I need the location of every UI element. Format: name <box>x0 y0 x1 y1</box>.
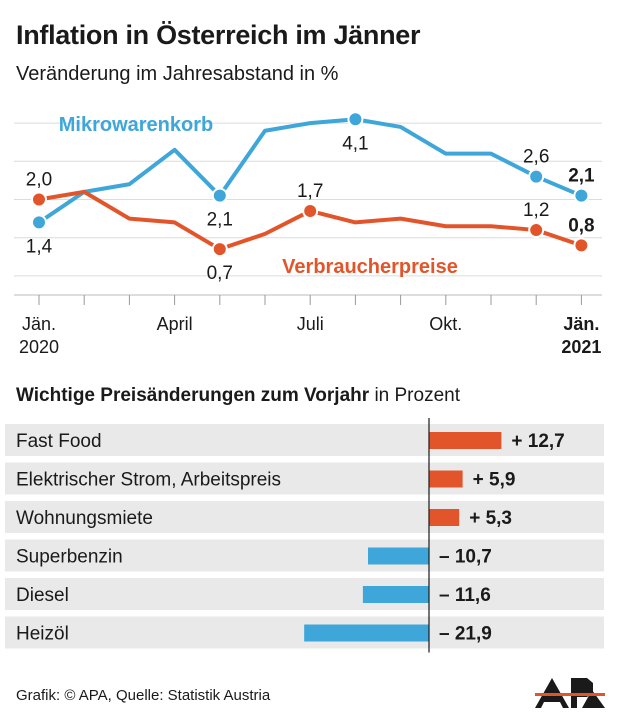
data-label: 2,1 <box>207 210 233 231</box>
data-label: 1,7 <box>297 181 323 202</box>
bar-category-label: Elektrischer Strom, Arbeitspreis <box>16 470 281 491</box>
data-label: 1,4 <box>26 236 53 257</box>
data-point <box>347 111 364 128</box>
series-line-0 <box>37 117 583 225</box>
data-label: 2,6 <box>523 147 549 168</box>
data-label: 2,0 <box>26 170 52 191</box>
bar-row-background <box>5 462 604 495</box>
series-name-label: Verbraucherpreise <box>282 256 458 278</box>
data-point <box>528 222 545 239</box>
bar-value-label: – 21,9 <box>439 624 492 645</box>
x-tick-label: April <box>157 314 193 334</box>
data-point <box>528 168 545 185</box>
bar-chart-title: Wichtige Preisänderungen zum Vorjahr <box>16 385 370 406</box>
data-point <box>31 214 47 231</box>
bar <box>429 470 463 488</box>
bar-category-label: Heizöl <box>16 624 69 645</box>
bar <box>362 586 429 603</box>
bar <box>304 624 429 642</box>
bar-category-label: Wohnungsmiete <box>16 508 153 529</box>
bar-category-label: Fast Food <box>16 431 102 452</box>
data-label: 1,2 <box>523 200 549 221</box>
bar <box>429 509 460 526</box>
data-point <box>302 202 319 219</box>
bar-row-background <box>5 424 604 456</box>
data-label: 4,1 <box>342 133 368 154</box>
bar-chart-heading: Wichtige Preisänderungen zum Vorjahr in … <box>16 385 460 407</box>
bar-chart-title-suffix: in Prozent <box>374 385 460 406</box>
data-point <box>573 237 590 254</box>
bar-category-label: Diesel <box>16 585 69 606</box>
series-name-label: Mikrowarenkorb <box>59 114 213 136</box>
chart-subtitle: Veränderung im Jahresabstand in % <box>16 63 339 85</box>
bar <box>429 432 502 449</box>
source-footer: Grafik: © APA, Quelle: Statistik Austria <box>16 687 271 704</box>
bar-value-label: + 12,7 <box>511 431 564 452</box>
x-tick-label-year: 2020 <box>19 337 59 357</box>
x-tick-label-year: 2021 <box>561 337 601 357</box>
data-point <box>211 187 228 204</box>
bar-category-label: Superbenzin <box>16 547 123 568</box>
logo-stripe <box>535 693 605 696</box>
chart-title: Inflation in Österreich im Jänner <box>16 20 421 50</box>
apa-logo <box>535 678 605 708</box>
data-point <box>573 187 590 204</box>
data-label: 0,8 <box>568 215 594 236</box>
line-chart: Jän. 2020 April Juli Okt. Jän. 2021 1,4 2,1 4,1 2,… <box>14 111 602 357</box>
bar-value-label: – 11,6 <box>439 585 491 606</box>
x-tick-label: Jän. <box>22 314 56 334</box>
x-tick-label: Okt. <box>429 314 462 334</box>
bar-row-background <box>5 578 604 610</box>
data-point <box>31 191 47 208</box>
x-tick-label: Jän. <box>563 314 599 334</box>
data-label: 2,1 <box>568 166 595 187</box>
bar-chart: Fast Food + 12,7 Elektrischer Strom, Arbei… <box>5 418 604 653</box>
data-point <box>211 241 228 258</box>
bar-row-background <box>5 539 604 572</box>
x-tick-label: Juli <box>297 314 324 334</box>
logo-letter-a2 <box>582 690 605 708</box>
bar-row-background <box>5 501 604 533</box>
data-label: 0,7 <box>207 263 233 284</box>
bar-value-label: – 10,7 <box>439 547 492 568</box>
bar-value-label: + 5,9 <box>473 470 516 491</box>
bar-value-label: + 5,3 <box>469 508 512 529</box>
bar <box>368 547 429 565</box>
